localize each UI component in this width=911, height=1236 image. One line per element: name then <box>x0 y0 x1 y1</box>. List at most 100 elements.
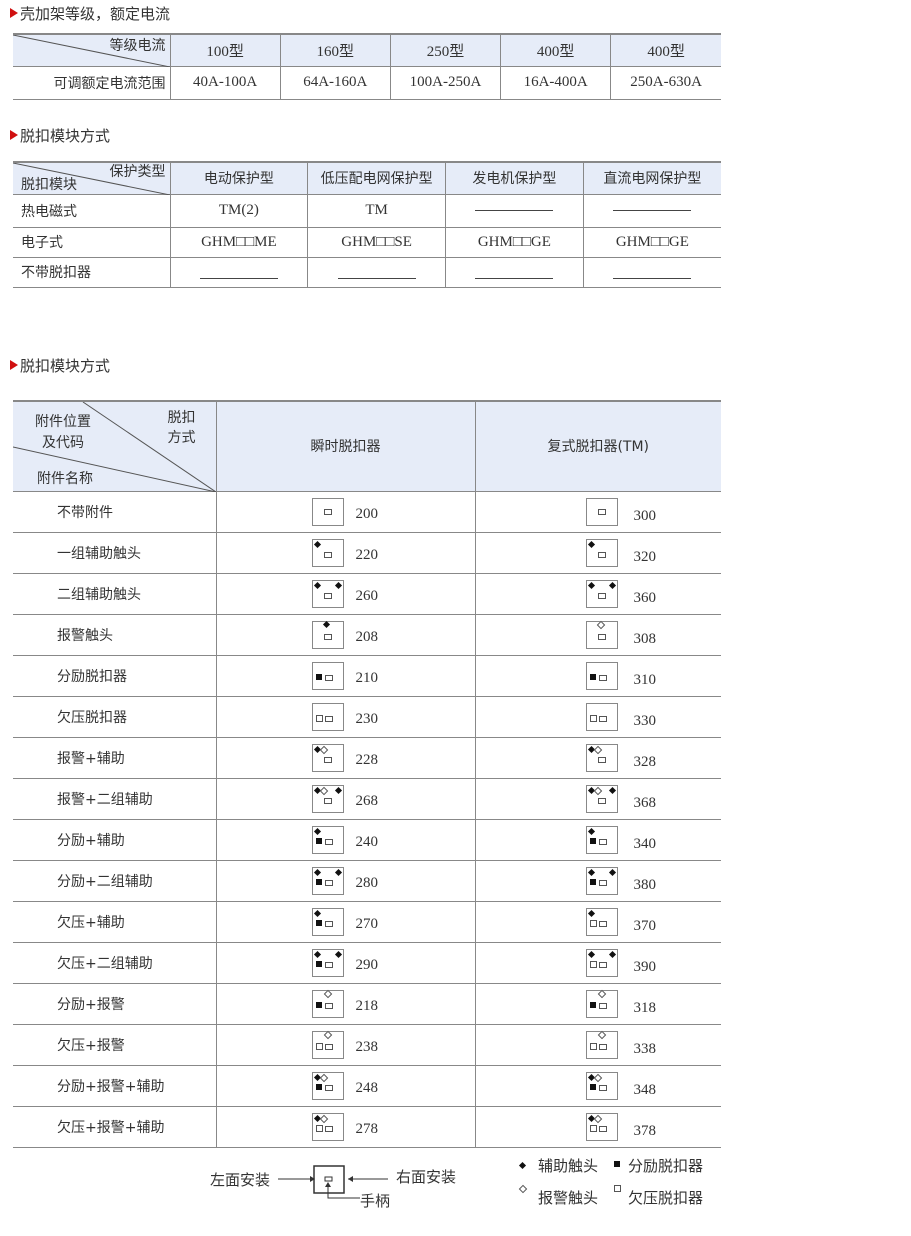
alarm-contact-icon <box>323 1030 332 1039</box>
corner-top-label: 保护类型 <box>109 164 166 180</box>
alarm-contact-icon <box>323 989 332 998</box>
corner-trip-label: 脱扣 方式 <box>167 410 196 446</box>
aux-contact-icon <box>587 581 595 589</box>
current-range: 16A-400A <box>500 66 611 100</box>
aux-contact-icon <box>518 1161 527 1170</box>
tm-cell: 328 <box>474 737 721 779</box>
aux-contact-icon <box>334 950 342 958</box>
alarm-contact-icon <box>319 786 328 795</box>
handle-icon <box>324 920 333 927</box>
title-text: 脱扣模块方式 <box>20 357 111 375</box>
instant-cell: 248 <box>215 1065 475 1107</box>
accessory-name: 分励脱扣器 <box>13 655 216 697</box>
grade-header: 400型 <box>500 33 611 67</box>
undervoltage-release-icon <box>315 1124 323 1132</box>
handle-icon <box>323 592 332 599</box>
module-cell: GHM□□SE <box>307 227 446 258</box>
legend-aux: 辅助触头 <box>538 1157 599 1175</box>
alarm-contact-icon <box>593 745 602 754</box>
handle-icon <box>598 879 607 886</box>
section-title-trip: 脱扣模块方式 <box>10 125 110 146</box>
instant-cell: 268 <box>215 778 475 820</box>
tm-cell: 300 <box>474 491 721 533</box>
accessory-name: 欠压+二组辅助 <box>13 942 216 984</box>
instant-cell: 238 <box>215 1024 475 1066</box>
handle-icon <box>597 633 606 640</box>
module-cell <box>169 257 308 288</box>
corner-position-label: 附件位置 及代码 <box>35 414 91 451</box>
handle-icon <box>324 1125 333 1132</box>
accessory-diagram-icon <box>311 1071 344 1100</box>
shunt-release-icon <box>589 673 596 680</box>
accessory-code: 220 <box>355 546 379 563</box>
handle-icon <box>323 551 332 558</box>
bullet-icon <box>10 130 18 140</box>
accessory-name: 欠压+辅助 <box>13 901 216 943</box>
not-applicable-dash <box>475 210 554 212</box>
alarm-contact-icon <box>593 1114 602 1123</box>
mounting-diagram: 左面安装 右面安装 手柄 <box>210 1160 490 1210</box>
title-text: 壳加架等级，额定电流 <box>20 5 171 23</box>
undervoltage-release-icon <box>315 1042 323 1050</box>
instant-cell: 220 <box>215 532 475 574</box>
accessory-diagram-icon <box>585 907 618 936</box>
accessory-diagram-icon <box>585 866 618 895</box>
trip-module-table: 保护类型 脱扣模块 电动保护型 低压配电网保护型 发电机保护型 直流电网保护型 热电磁式 T… <box>13 161 721 288</box>
table-row: 一组辅助触头 220 320 <box>13 532 721 574</box>
grade-header: 160型 <box>279 33 391 67</box>
table-row: 分励+报警+辅助 248 348 <box>13 1065 721 1107</box>
accessory-code: 308 <box>633 630 657 647</box>
bullet-icon <box>10 8 18 18</box>
accessory-code: 310 <box>633 671 657 688</box>
not-applicable-dash <box>613 277 692 279</box>
protection-type-header: 电动保护型 <box>169 161 308 195</box>
accessory-code: 268 <box>355 792 379 809</box>
accessory-diagram-icon <box>585 948 618 977</box>
accessory-diagram-icon <box>311 1112 344 1141</box>
row-label: 电子式 <box>13 227 170 258</box>
tm-cell: 390 <box>474 942 721 984</box>
handle-icon <box>324 715 333 722</box>
accessory-diagram-icon <box>585 784 618 813</box>
section-title-frame: 壳加架等级，额定电流 <box>10 3 170 24</box>
aux-contact-icon <box>587 540 595 548</box>
handle-icon <box>598 920 607 927</box>
accessory-diagram-icon <box>585 1030 618 1059</box>
handle-icon <box>597 797 606 804</box>
accessory-name: 分励+二组辅助 <box>13 860 216 902</box>
accessory-diagram-icon <box>585 620 618 649</box>
col-header-tm: 复式脱扣器(TM) <box>474 400 721 492</box>
accessory-diagram-icon <box>311 866 344 895</box>
accessory-name: 分励+报警+辅助 <box>13 1065 216 1107</box>
instant-cell: 290 <box>215 942 475 984</box>
handle-icon <box>598 674 607 681</box>
table-row: 欠压+报警 238 338 <box>13 1024 721 1066</box>
accessory-name: 一组辅助触头 <box>13 532 216 574</box>
handle-icon <box>598 1125 607 1132</box>
instant-cell: 260 <box>215 573 475 615</box>
accessory-name: 报警触头 <box>13 614 216 656</box>
aux-contact-icon <box>587 950 595 958</box>
tm-cell: 310 <box>474 655 721 697</box>
bullet-icon <box>10 360 18 370</box>
right-mount-label: 右面安装 <box>396 1168 457 1186</box>
alarm-contact-icon <box>518 1184 528 1194</box>
accessory-code: 338 <box>633 1040 657 1057</box>
shunt-release-icon <box>315 673 322 680</box>
grade-header: 400型 <box>610 33 721 67</box>
handle-icon <box>598 1043 607 1050</box>
shunt-release-icon <box>315 878 322 885</box>
not-applicable-dash <box>613 210 692 212</box>
tm-cell: 340 <box>474 819 721 861</box>
shunt-release-icon <box>315 919 322 926</box>
accessory-code: 230 <box>355 710 379 727</box>
aux-contact-icon <box>587 868 595 876</box>
accessory-name: 报警+辅助 <box>13 737 216 779</box>
alarm-contact-icon <box>597 989 606 998</box>
left-mount-label: 左面安装 <box>210 1171 271 1189</box>
handle-icon <box>597 508 606 515</box>
undervoltage-release-icon <box>589 1124 597 1132</box>
shunt-release-icon <box>589 1001 596 1008</box>
accessory-code: 340 <box>633 835 657 852</box>
tm-cell: 320 <box>474 532 721 574</box>
